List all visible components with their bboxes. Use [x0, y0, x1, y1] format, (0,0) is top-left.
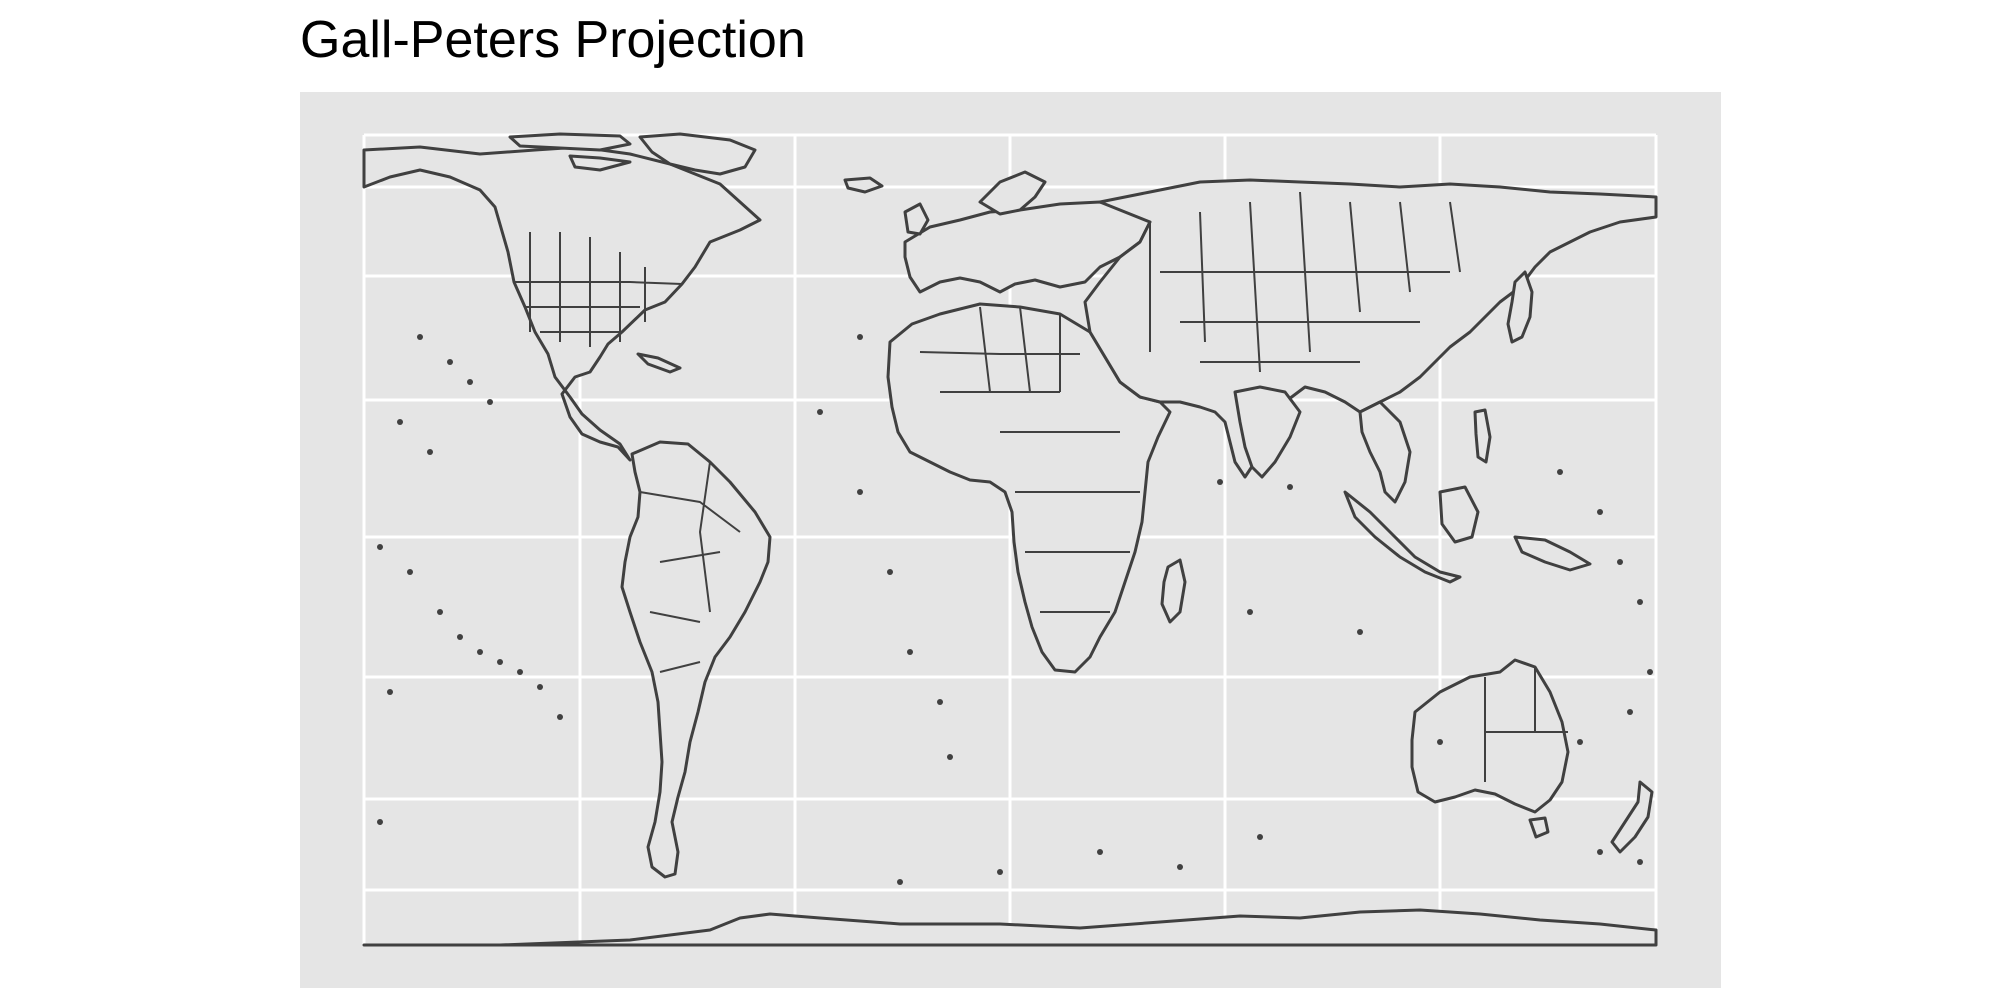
island-dot: [1577, 739, 1583, 745]
greenland: [638, 132, 757, 176]
map-panel: [300, 92, 1721, 988]
australia-borders: [1484, 667, 1568, 782]
island-dot: [857, 334, 863, 340]
island-dot: [997, 869, 1003, 875]
island-dot: [1637, 859, 1643, 865]
australia: [1410, 658, 1570, 814]
island-dot: [1247, 609, 1253, 615]
island-dot: [1597, 849, 1603, 855]
island-dot: [447, 359, 453, 365]
africa-borders: [919, 306, 1140, 613]
island-dot: [407, 569, 413, 575]
island-dot: [427, 449, 433, 455]
plot-title: Gall-Peters Projection: [300, 11, 806, 69]
island-dot: [1357, 629, 1363, 635]
southeast-asia: [1358, 400, 1412, 504]
iceland: [843, 176, 884, 194]
uk: [903, 202, 930, 236]
asia-borders: [1149, 191, 1461, 373]
island-dot: [1647, 669, 1653, 675]
island-dot: [857, 489, 863, 495]
island-dot: [887, 569, 893, 575]
sa-borders: [639, 461, 741, 673]
japan: [1506, 270, 1534, 344]
small-islands: [377, 334, 1653, 885]
island-dot: [467, 379, 473, 385]
antarctica: [362, 908, 1658, 947]
philippines: [1473, 408, 1492, 464]
island-dot: [1617, 559, 1623, 565]
island-dot: [817, 409, 823, 415]
island-dot: [417, 334, 423, 340]
scandinavia: [978, 170, 1047, 216]
sumatra-java: [1343, 490, 1462, 584]
usa-states: [514, 232, 683, 347]
island-dot: [1557, 469, 1563, 475]
island-dot: [497, 659, 503, 665]
madagascar: [1160, 558, 1187, 624]
island-dot: [1597, 509, 1603, 515]
india: [1233, 385, 1302, 479]
island-dot: [387, 689, 393, 695]
north-america: [362, 145, 762, 462]
island-dot: [907, 649, 913, 655]
arctic-islands: [508, 132, 632, 172]
island-dot: [437, 609, 443, 615]
island-dot: [897, 879, 903, 885]
tasmania: [1528, 816, 1550, 839]
island-dot: [557, 714, 563, 720]
south-america: [620, 440, 772, 879]
island-dot: [1637, 599, 1643, 605]
island-dot: [537, 684, 543, 690]
world-map: [300, 92, 1721, 988]
island-dot: [937, 699, 943, 705]
cuba: [636, 352, 682, 374]
island-dot: [517, 669, 523, 675]
island-dot: [487, 399, 493, 405]
island-dot: [1217, 479, 1223, 485]
island-dot: [1177, 864, 1183, 870]
island-dot: [947, 754, 953, 760]
island-dot: [397, 419, 403, 425]
island-dot: [477, 649, 483, 655]
island-dot: [1097, 849, 1103, 855]
island-dot: [1627, 709, 1633, 715]
new-zealand: [1610, 780, 1654, 854]
island-dot: [457, 634, 463, 640]
land-masses: [362, 132, 1658, 947]
island-dot: [1257, 834, 1263, 840]
island-dot: [377, 819, 383, 825]
island-dot: [377, 544, 383, 550]
new-guinea: [1513, 535, 1592, 572]
island-dot: [1437, 739, 1443, 745]
borneo: [1438, 485, 1480, 544]
island-dot: [1287, 484, 1293, 490]
